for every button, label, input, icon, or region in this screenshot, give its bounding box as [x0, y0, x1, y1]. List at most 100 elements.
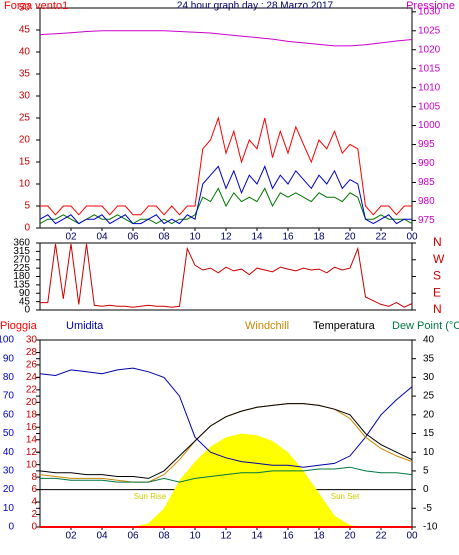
x-tick-label: 20 — [344, 232, 356, 243]
y3-tick-label: 26 — [26, 360, 38, 371]
x-tick-label: 12 — [220, 531, 232, 542]
y-tick-label: 0 — [8, 522, 14, 533]
y-tick-label: 20 — [19, 135, 31, 146]
x-tick-label: 18 — [313, 531, 325, 542]
y-tick-label: 40 — [3, 447, 15, 458]
y-tick-label: 45 — [19, 296, 31, 307]
y2-tick-label: -5 — [423, 503, 432, 514]
y-tick-label: 100 — [0, 335, 14, 346]
y-tick-label: 35 — [19, 69, 31, 80]
line — [39, 367, 413, 468]
y-tick-label: 25 — [19, 113, 31, 124]
x-tick-label: 10 — [189, 232, 201, 243]
x-tick-label: 06 — [127, 232, 139, 243]
x-tick-label: 22 — [375, 232, 387, 243]
y3-tick-label: 10 — [26, 459, 38, 470]
y-tick-label: 40 — [19, 47, 31, 58]
y2-tick-label: 1030 — [418, 6, 441, 17]
y-tick-label: 10 — [19, 179, 31, 190]
y2-tick-label: 1010 — [418, 82, 441, 93]
x-tick-label: 04 — [96, 232, 108, 243]
line — [39, 30, 413, 47]
legend-label: Pioggia — [0, 320, 38, 332]
area — [40, 433, 412, 527]
x-tick-label: 22 — [375, 531, 387, 542]
y2-tick-label: 40 — [423, 335, 435, 346]
y-tick-label: 80 — [3, 372, 15, 383]
y2-tick-label: N — [433, 302, 442, 316]
annotation: Sun Set — [331, 492, 360, 501]
x-tick-label: 02 — [65, 232, 77, 243]
legend-label: Temperatura — [313, 320, 376, 332]
x-tick-label: 08 — [158, 531, 170, 542]
y-tick-label: 10 — [3, 503, 15, 514]
x-tick-label: 14 — [251, 531, 263, 542]
x-tick-label: 02 — [65, 531, 77, 542]
x-tick-label: 16 — [282, 531, 294, 542]
chart-title: 24 hour graph day : 28 Marzo 2017 — [177, 1, 334, 12]
y2-tick-label: 1015 — [418, 63, 441, 74]
y2-tick-label: E — [433, 285, 441, 299]
y-tick-label: 50 — [3, 428, 15, 439]
y-tick-label: 0 — [24, 305, 30, 316]
x-tick-label: 16 — [282, 232, 294, 243]
legend-label: Umidita — [66, 320, 104, 332]
y-tick-label: 70 — [3, 391, 15, 402]
y-tick-label: 315 — [13, 246, 30, 257]
y2-tick-label: 5 — [423, 466, 429, 477]
y3-tick-label: 8 — [31, 472, 37, 483]
y2-tick-label: -10 — [423, 522, 438, 533]
y-tick-label: 30 — [3, 466, 15, 477]
y-tick-label: 5 — [24, 201, 30, 212]
y2-tick-label: 985 — [418, 177, 435, 188]
y-tick-label: 180 — [13, 271, 30, 282]
x-tick-label: 10 — [189, 531, 201, 542]
y3-tick-label: 14 — [26, 434, 38, 445]
y3-tick-label: 6 — [31, 484, 37, 495]
y2-tick-label: 1020 — [418, 44, 441, 55]
y-tick-label: 0 — [24, 223, 30, 234]
x-tick-label: 06 — [127, 531, 139, 542]
x-tick-label: 04 — [96, 531, 108, 542]
y-tick-label: 50 — [19, 3, 31, 14]
annotation: Sun Rise — [134, 492, 167, 501]
y-tick-label: 90 — [19, 288, 31, 299]
x-tick-label: 08 — [158, 232, 170, 243]
legend-label: Pressione — [406, 0, 455, 12]
y-tick-label: 135 — [13, 280, 30, 291]
y3-tick-label: 4 — [31, 497, 37, 508]
legend-label: Windchill — [245, 320, 289, 332]
line — [40, 243, 413, 308]
x-tick-label: 18 — [313, 232, 325, 243]
y2-tick-label: 990 — [418, 158, 435, 169]
y2-tick-label: 30 — [423, 372, 435, 383]
y3-tick-label: 24 — [26, 372, 38, 383]
y-tick-label: 225 — [13, 263, 30, 274]
y2-tick-label: 10 — [423, 447, 435, 458]
x-tick-label: 00 — [406, 531, 418, 542]
y-tick-label: 45 — [19, 25, 31, 36]
y3-tick-label: 2 — [31, 509, 37, 520]
y3-tick-label: 0 — [31, 522, 37, 533]
y3-tick-label: 16 — [26, 422, 38, 433]
line — [39, 165, 412, 225]
y-tick-label: 30 — [19, 91, 31, 102]
y2-tick-label: 1005 — [418, 101, 441, 112]
y2-tick-label: 25 — [423, 391, 435, 402]
y3-tick-label: 12 — [26, 447, 38, 458]
y2-tick-label: N — [433, 235, 442, 249]
line — [39, 187, 413, 225]
y-tick-label: 270 — [13, 254, 30, 265]
y2-tick-label: W — [433, 252, 445, 266]
x-tick-label: 20 — [344, 531, 356, 542]
y2-tick-label: 35 — [423, 353, 435, 364]
y2-tick-label: 995 — [418, 139, 435, 150]
legend-label: Dew Point (°C — [392, 320, 459, 332]
line — [40, 466, 413, 483]
y-tick-label: 360 — [13, 238, 30, 249]
y2-tick-label: 15 — [423, 428, 435, 439]
y-tick-label: 90 — [3, 353, 15, 364]
y-tick-label: 60 — [3, 409, 15, 420]
y2-tick-label: 975 — [418, 215, 435, 226]
